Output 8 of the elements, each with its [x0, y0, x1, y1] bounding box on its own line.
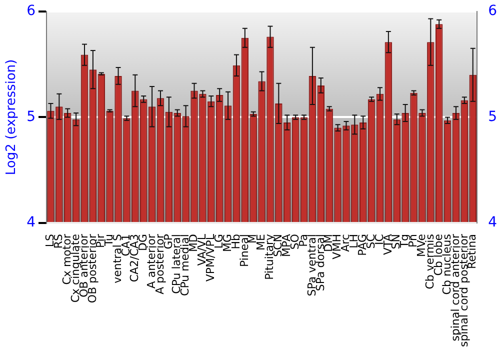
y2-tick-label: 5	[488, 108, 498, 125]
y2-tick-label: 4	[488, 214, 498, 231]
x-tick-label: Pituitary	[263, 234, 276, 280]
y-tick-label: 4	[26, 214, 36, 231]
y-axis-title: Log2 (expression)	[4, 59, 20, 176]
y-tick-label: 6	[26, 3, 36, 20]
y2-tick-label: 6	[488, 3, 498, 20]
y-tick-label: 5	[26, 108, 36, 125]
